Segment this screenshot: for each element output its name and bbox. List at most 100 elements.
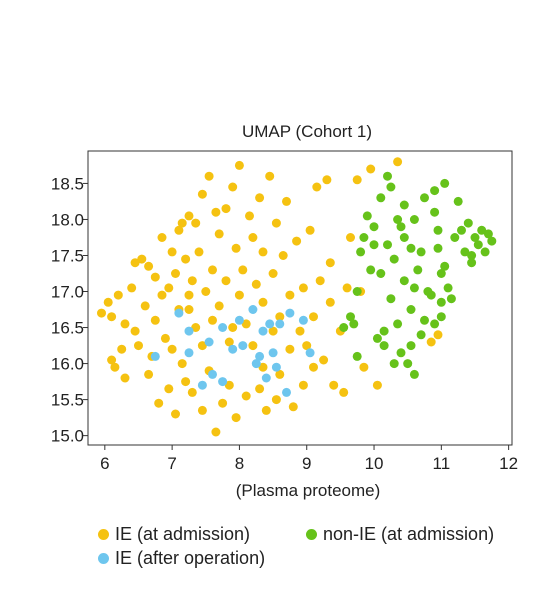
point-ie-at-admission: [275, 369, 285, 379]
point-ie-at-admission: [130, 326, 140, 336]
point-ie-at-admission: [197, 189, 207, 199]
point-ie-at-admission: [171, 409, 180, 419]
point-ie-at-admission: [248, 233, 258, 242]
point-ie-after-operation: [261, 373, 271, 383]
plot-frame: [87, 150, 513, 446]
point-ie-at-admission: [130, 258, 140, 268]
point-ie-at-admission: [309, 362, 318, 372]
point-ie-at-admission: [325, 258, 335, 268]
point-ie-after-operation: [208, 369, 217, 379]
point-ie-after-operation: [271, 362, 281, 372]
point-ie-at-admission: [113, 290, 123, 300]
point-ie-at-admission: [157, 290, 167, 300]
point-non-ie-at-admission: [416, 330, 426, 340]
point-ie-at-admission: [268, 326, 278, 336]
point-ie-at-admission: [282, 196, 291, 206]
point-ie-at-admission: [234, 290, 244, 300]
y-tick-label: 18.0: [51, 210, 84, 229]
point-ie-after-operation: [258, 326, 268, 336]
point-ie-at-admission: [194, 247, 204, 257]
point-ie-at-admission: [322, 175, 332, 185]
point-ie-at-admission: [238, 265, 248, 275]
y-axis: 15.0 15.5 16.0 16.5 17.0 17.5 18.0 18.5: [51, 174, 88, 446]
point-ie-at-admission: [191, 218, 201, 228]
point-non-ie-at-admission: [470, 233, 480, 242]
point-ie-at-admission: [271, 218, 281, 228]
point-non-ie-at-admission: [467, 251, 477, 260]
point-ie-after-operation: [298, 315, 308, 325]
point-non-ie-at-admission: [430, 207, 440, 217]
point-non-ie-at-admission: [477, 225, 487, 235]
point-ie-at-admission: [258, 247, 268, 257]
point-ie-at-admission: [298, 380, 308, 390]
point-ie-at-admission: [120, 373, 130, 383]
point-ie-at-admission: [433, 330, 443, 340]
point-non-ie-at-admission: [366, 265, 376, 275]
point-non-ie-at-admission: [349, 319, 359, 329]
point-ie-after-operation: [204, 337, 214, 347]
point-ie-after-operation: [234, 315, 244, 325]
point-ie-after-operation: [282, 387, 291, 397]
point-ie-after-operation: [305, 348, 315, 358]
x-axis-title: (Plasma proteome): [236, 481, 381, 500]
point-non-ie-at-admission: [436, 297, 446, 307]
point-ie-after-operation: [174, 308, 184, 318]
point-ie-at-admission: [366, 164, 376, 174]
chart-title: UMAP (Cohort 1): [242, 122, 372, 141]
point-ie-at-admission: [164, 283, 174, 293]
point-ie-at-admission: [204, 171, 214, 181]
point-ie-at-admission: [325, 297, 335, 307]
legend-item-non-ie-admission: non-IE (at admission): [306, 524, 494, 545]
point-ie-after-operation: [218, 377, 228, 387]
point-ie-at-admission: [295, 326, 305, 336]
point-ie-at-admission: [184, 305, 194, 314]
point-non-ie-at-admission: [443, 283, 453, 293]
points-layer: [97, 157, 497, 437]
point-non-ie-at-admission: [372, 333, 382, 343]
point-ie-at-admission: [184, 211, 194, 221]
legend-marker-non-ie-admission: [306, 529, 317, 540]
point-non-ie-at-admission: [393, 319, 403, 329]
point-ie-at-admission: [211, 207, 221, 217]
y-tick-label: 15.0: [51, 427, 84, 446]
point-ie-at-admission: [292, 236, 302, 246]
point-non-ie-at-admission: [389, 359, 399, 369]
point-non-ie-at-admission: [426, 290, 436, 300]
point-non-ie-at-admission: [346, 312, 355, 322]
point-non-ie-at-admission: [457, 225, 466, 235]
point-ie-after-operation: [184, 326, 194, 336]
point-non-ie-at-admission: [383, 171, 392, 181]
point-ie-after-operation: [184, 348, 194, 358]
point-ie-at-admission: [302, 341, 312, 351]
point-non-ie-at-admission: [379, 326, 389, 336]
point-ie-at-admission: [241, 391, 251, 401]
point-ie-after-operation: [238, 341, 248, 351]
point-non-ie-at-admission: [433, 225, 443, 235]
point-non-ie-at-admission: [369, 240, 379, 250]
y-tick-label: 16.0: [51, 355, 84, 374]
point-ie-at-admission: [255, 193, 265, 203]
point-non-ie-at-admission: [467, 258, 477, 268]
point-ie-after-operation: [197, 380, 207, 390]
point-ie-at-admission: [352, 175, 362, 185]
point-ie-at-admission: [97, 308, 106, 318]
point-non-ie-at-admission: [409, 283, 419, 293]
point-non-ie-at-admission: [339, 323, 349, 332]
point-ie-at-admission: [140, 301, 150, 311]
point-ie-at-admission: [191, 323, 201, 332]
point-ie-at-admission: [110, 362, 120, 372]
point-ie-at-admission: [248, 341, 258, 351]
point-ie-at-admission: [211, 427, 221, 437]
point-non-ie-at-admission: [409, 215, 419, 224]
point-ie-at-admission: [372, 380, 382, 390]
point-non-ie-at-admission: [420, 193, 429, 203]
legend-item-ie-after-operation: IE (after operation): [98, 548, 265, 569]
point-ie-at-admission: [107, 355, 117, 365]
point-ie-at-admission: [309, 312, 318, 322]
point-ie-at-admission: [150, 315, 160, 325]
point-non-ie-at-admission: [379, 341, 389, 351]
point-ie-after-operation: [265, 319, 275, 329]
legend-item-ie-admission: IE (at admission): [98, 524, 250, 545]
point-non-ie-at-admission: [376, 193, 386, 203]
point-ie-at-admission: [154, 398, 164, 408]
